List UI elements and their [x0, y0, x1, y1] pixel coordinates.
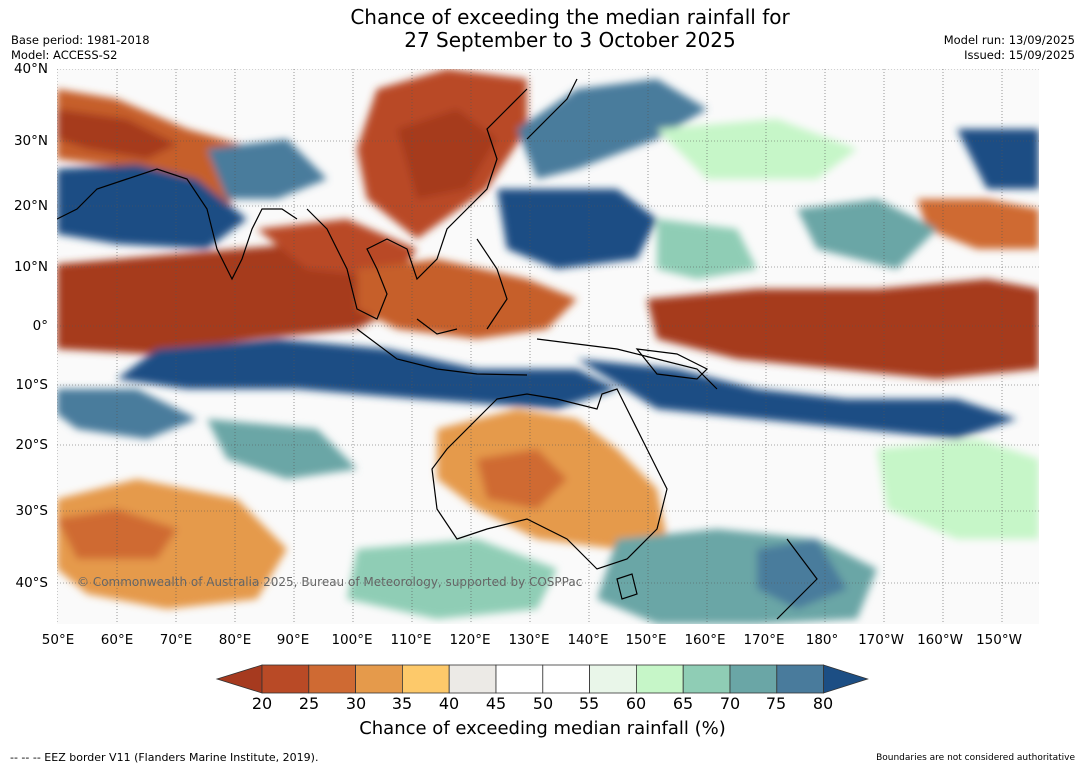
- lat-label: 20°N: [13, 198, 48, 214]
- model-label: Model: ACCESS-S2: [11, 48, 118, 62]
- lon-label: 150°W: [976, 632, 1022, 648]
- colorbar-tick: 70: [719, 694, 741, 713]
- map-title-line2: 27 September to 3 October 2025: [404, 28, 736, 52]
- lon-label: 140°E: [567, 632, 609, 648]
- colorbar-tick: 45: [485, 694, 507, 713]
- rainfall-probability-field: © Commonwealth of Australia 2025, Bureau…: [57, 69, 1039, 624]
- colorbar-tick: 40: [438, 694, 460, 713]
- coastlines: [57, 78, 818, 620]
- eez-border-note: -- -- -- EEZ border V11 (Flanders Marine…: [10, 751, 319, 764]
- lon-label: 180°: [805, 632, 839, 648]
- map-title-line1: Chance of exceeding the median rainfall …: [350, 5, 790, 29]
- lon-label: 160°W: [917, 632, 963, 648]
- lat-label: 40°N: [13, 61, 48, 77]
- colorbar-segment: [448, 664, 497, 694]
- colorbar-tick: 50: [532, 694, 554, 713]
- colorbar-segment: [682, 664, 731, 694]
- colorbar-tick: 60: [625, 694, 647, 713]
- lon-label: 70°E: [159, 632, 193, 648]
- lon-label: 100°E: [331, 632, 373, 648]
- colorbar-segment: [542, 664, 590, 694]
- lon-label: 150°E: [625, 632, 667, 648]
- lat-label: 40°S: [15, 575, 49, 591]
- colorbar-segment: [589, 664, 637, 694]
- lat-label: 10°N: [13, 259, 48, 275]
- lon-label: 50°E: [41, 632, 75, 648]
- model-run-label: Model run: 13/09/2025: [943, 33, 1075, 47]
- issued-label: Issued: 15/09/2025: [964, 48, 1075, 62]
- lon-label: 110°E: [390, 632, 432, 648]
- colorbar-segment: [308, 664, 357, 694]
- lon-label: 60°E: [100, 632, 134, 648]
- colorbar-segment: [401, 664, 450, 694]
- colorbar-tick: 35: [391, 694, 413, 713]
- lon-label: 170°E: [743, 632, 785, 648]
- colorbar-tick: 20: [251, 694, 273, 713]
- lon-label: 160°E: [684, 632, 726, 648]
- lat-label: 30°S: [15, 503, 49, 519]
- lat-label: 20°S: [15, 437, 49, 453]
- graticule: [57, 69, 1039, 624]
- colorbar-segment: [495, 664, 544, 694]
- lat-label: 0°: [32, 318, 48, 334]
- base-period-label: Base period: 1981-2018: [11, 33, 150, 47]
- colorbar-label: Chance of exceeding median rainfall (%): [359, 718, 726, 739]
- colorbar-tick: 30: [345, 694, 367, 713]
- lon-label: 80°E: [218, 632, 252, 648]
- colorbar: [215, 664, 869, 694]
- colorbar-tick: 80: [812, 694, 834, 713]
- colorbar-tick: 65: [672, 694, 694, 713]
- colorbar-segment: [355, 664, 403, 694]
- lon-label: 90°E: [276, 632, 310, 648]
- lon-label: 120°E: [449, 632, 491, 648]
- colorbar-arrow-low: [215, 664, 263, 694]
- lat-label: 30°N: [13, 133, 48, 149]
- lon-label: 130°E: [508, 632, 550, 648]
- rainfall-map: © Commonwealth of Australia 2025, Bureau…: [57, 69, 1039, 624]
- colorbar-segment: [261, 664, 310, 694]
- copyright-watermark: © Commonwealth of Australia 2025, Bureau…: [77, 575, 582, 589]
- colorbar-arrow-high: [823, 664, 869, 694]
- colorbar-tick: 55: [578, 694, 600, 713]
- boundaries-note: Boundaries are not considered authoritat…: [876, 753, 1075, 763]
- colorbar-tick: 25: [298, 694, 320, 713]
- colorbar-tick: 75: [765, 694, 787, 713]
- colorbar-segment: [776, 664, 824, 694]
- lat-label: 10°S: [15, 377, 49, 393]
- colorbar-segment: [729, 664, 778, 694]
- lon-label: 170°W: [858, 632, 904, 648]
- colorbar-segment: [635, 664, 684, 694]
